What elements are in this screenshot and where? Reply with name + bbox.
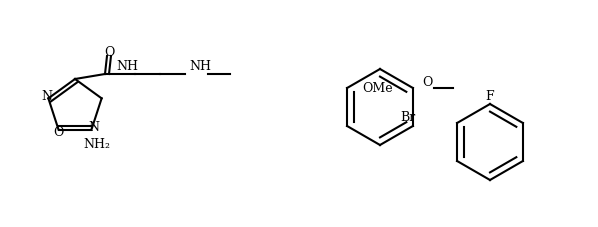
Text: Br: Br: [400, 111, 416, 124]
Text: NH: NH: [189, 59, 211, 72]
Text: O: O: [423, 76, 433, 89]
Text: N: N: [41, 90, 52, 103]
Text: NH₂: NH₂: [83, 138, 110, 151]
Text: F: F: [486, 89, 495, 103]
Text: N: N: [88, 121, 99, 134]
Text: O: O: [53, 126, 64, 139]
Text: O: O: [104, 45, 114, 59]
Text: OMe: OMe: [362, 81, 393, 94]
Text: NH: NH: [116, 59, 138, 72]
